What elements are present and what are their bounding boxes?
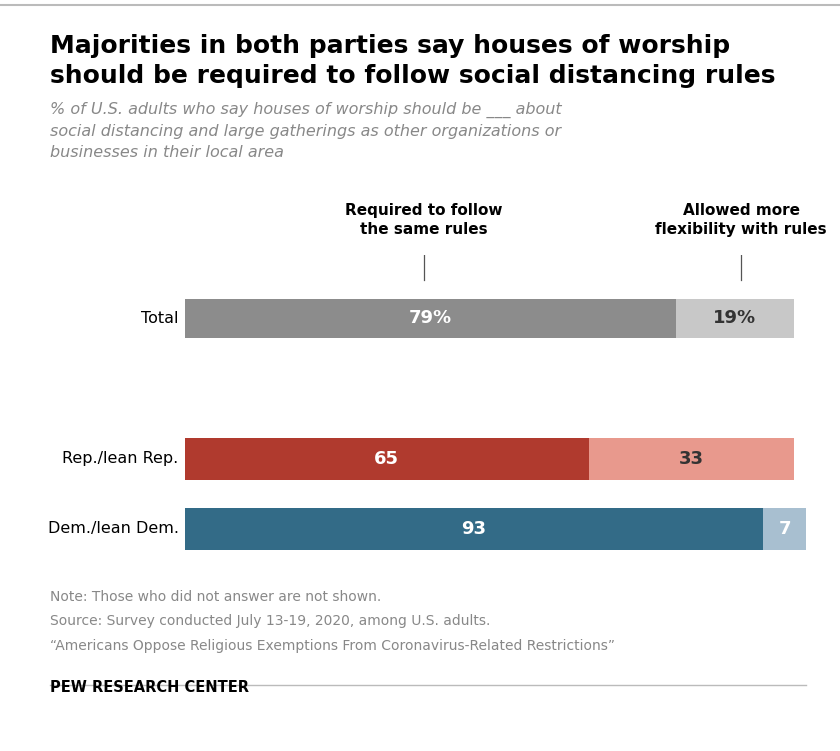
Text: should be required to follow social distancing rules: should be required to follow social dist… xyxy=(50,64,776,88)
Text: “Americans Oppose Religious Exemptions From Coronavirus-Related Restrictions”: “Americans Oppose Religious Exemptions F… xyxy=(50,639,616,653)
Text: Total: Total xyxy=(141,311,179,326)
Text: 19%: 19% xyxy=(713,309,757,327)
Text: Note: Those who did not answer are not shown.: Note: Those who did not answer are not s… xyxy=(50,590,381,604)
Text: Required to follow
the same rules: Required to follow the same rules xyxy=(345,203,503,237)
Bar xyxy=(589,438,794,480)
Text: Source: Survey conducted July 13-19, 2020, among U.S. adults.: Source: Survey conducted July 13-19, 202… xyxy=(50,614,491,629)
Text: 93: 93 xyxy=(461,520,486,538)
Bar xyxy=(185,299,676,338)
Text: Dem./lean Dem.: Dem./lean Dem. xyxy=(48,521,179,536)
Text: Rep./lean Rep.: Rep./lean Rep. xyxy=(62,451,179,466)
Text: Majorities in both parties say houses of worship: Majorities in both parties say houses of… xyxy=(50,34,731,58)
Text: 33: 33 xyxy=(679,450,704,468)
Bar xyxy=(185,438,589,480)
Text: 79%: 79% xyxy=(409,309,452,327)
Text: 65: 65 xyxy=(375,450,399,468)
Text: Allowed more
flexibility with rules: Allowed more flexibility with rules xyxy=(655,203,827,237)
Bar xyxy=(676,299,794,338)
Bar xyxy=(185,508,763,550)
Text: PEW RESEARCH CENTER: PEW RESEARCH CENTER xyxy=(50,680,249,695)
Text: % of U.S. adults who say houses of worship should be ___ about
social distancing: % of U.S. adults who say houses of worsh… xyxy=(50,101,562,160)
Text: 7: 7 xyxy=(779,520,791,538)
Bar xyxy=(763,508,806,550)
